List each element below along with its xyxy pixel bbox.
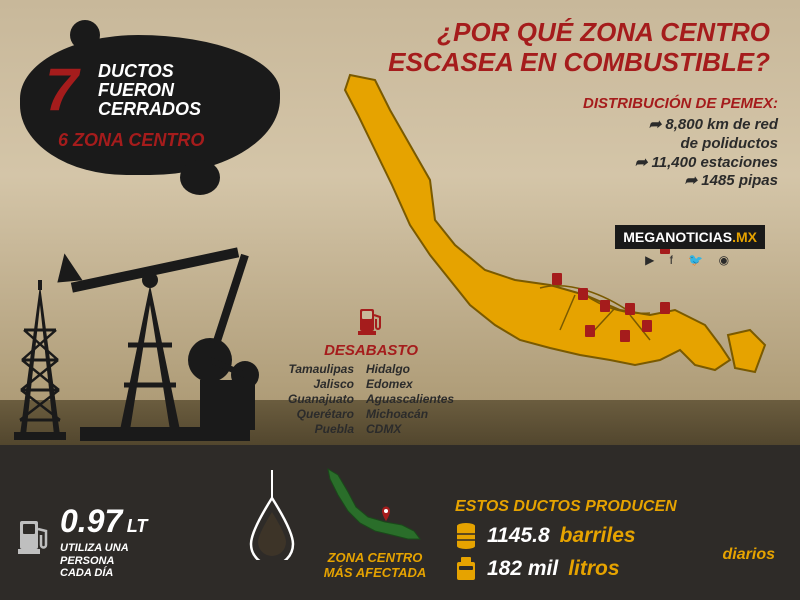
state: Aguascalientes [366, 392, 454, 407]
distribution-item: ➦ 11,400 estaciones [583, 154, 778, 173]
gas-pump-icon [288, 305, 454, 340]
state: Guanajuato [288, 392, 354, 407]
state: Michoacán [366, 407, 454, 422]
state: Tamaulipas [288, 362, 354, 377]
barrel-icon [455, 522, 477, 550]
text-line: CERRADOS [98, 100, 201, 119]
liters-unit: litros [568, 557, 619, 581]
shortage-col-left: Tamaulipas Jalisco Guanajuato Querétaro … [288, 362, 354, 437]
text-line: DUCTOS [98, 62, 201, 81]
state: Jalisco [288, 377, 354, 392]
zona-centro-count: 6 ZONA CENTRO [58, 130, 204, 151]
brand-name: MEGANOTICIAS.MX [615, 225, 765, 249]
shortage-col-right: Hidalgo Edomex Aguascalientes Michoacán … [366, 362, 454, 437]
title-line: ESCASEA EN COMBUSTIBLE? [350, 48, 770, 78]
distribution-title: DISTRIBUCIÓN DE PEMEX: [583, 95, 778, 112]
state: Hidalgo [366, 362, 454, 377]
oil-drop-icon [245, 470, 300, 565]
liters-value: 182 mil [487, 557, 558, 581]
usage-value: 0.97 [60, 503, 122, 540]
shortage-columns: Tamaulipas Jalisco Guanajuato Querétaro … [288, 362, 454, 437]
distribution-item: ➦ 8,800 km de red [583, 116, 778, 135]
pemex-distribution: DISTRIBUCIÓN DE PEMEX: ➦ 8,800 km de red… [583, 95, 778, 191]
title-line: ¿POR QUÉ ZONA CENTRO [350, 18, 770, 48]
text-line: FUERON [98, 81, 201, 100]
closed-ducts-number: 7 [45, 55, 78, 124]
distribution-item: ➦ 1485 pipas [583, 172, 778, 191]
brand-logo: MEGANOTICIAS.MX ▶ f 🐦 ◉ [615, 225, 765, 267]
jerrycan-icon [455, 556, 477, 582]
barrels-unit: barriles [560, 524, 636, 548]
usage-label: UTILIZA UNA PERSONA CADA DÍA [60, 542, 147, 580]
mini-map-label: ZONA CENTRO MÁS AFECTADA [320, 551, 430, 580]
state: Puebla [288, 422, 354, 437]
state: Querétaro [288, 407, 354, 422]
closed-ducts-label: DUCTOS FUERON CERRADOS [98, 62, 201, 119]
production-block: ESTOS DUCTOS PRODUCEN 1145.8 barriles 18… [455, 498, 775, 582]
barrels-value: 1145.8 [487, 524, 550, 548]
production-title: ESTOS DUCTOS PRODUCEN [455, 498, 775, 516]
mini-mexico-map: ZONA CENTRO MÁS AFECTADA [320, 467, 430, 580]
daily-usage: 0.97 LT UTILIZA UNA PERSONA CADA DÍA [60, 503, 147, 580]
distribution-item-sub: de poliductos [583, 135, 778, 154]
production-suffix: diarios [723, 546, 775, 564]
social-icons: ▶ f 🐦 ◉ [615, 253, 765, 267]
state: Edomex [366, 377, 454, 392]
pumpjack-icon [50, 225, 270, 445]
shortage-states: DESABASTO Tamaulipas Jalisco Guanajuato … [288, 305, 454, 437]
shortage-title: DESABASTO [288, 342, 454, 359]
main-title: ¿POR QUÉ ZONA CENTRO ESCASEA EN COMBUSTI… [350, 18, 770, 78]
gas-pump-small-icon [18, 517, 50, 560]
state: CDMX [366, 422, 454, 437]
usage-unit: LT [127, 516, 148, 536]
